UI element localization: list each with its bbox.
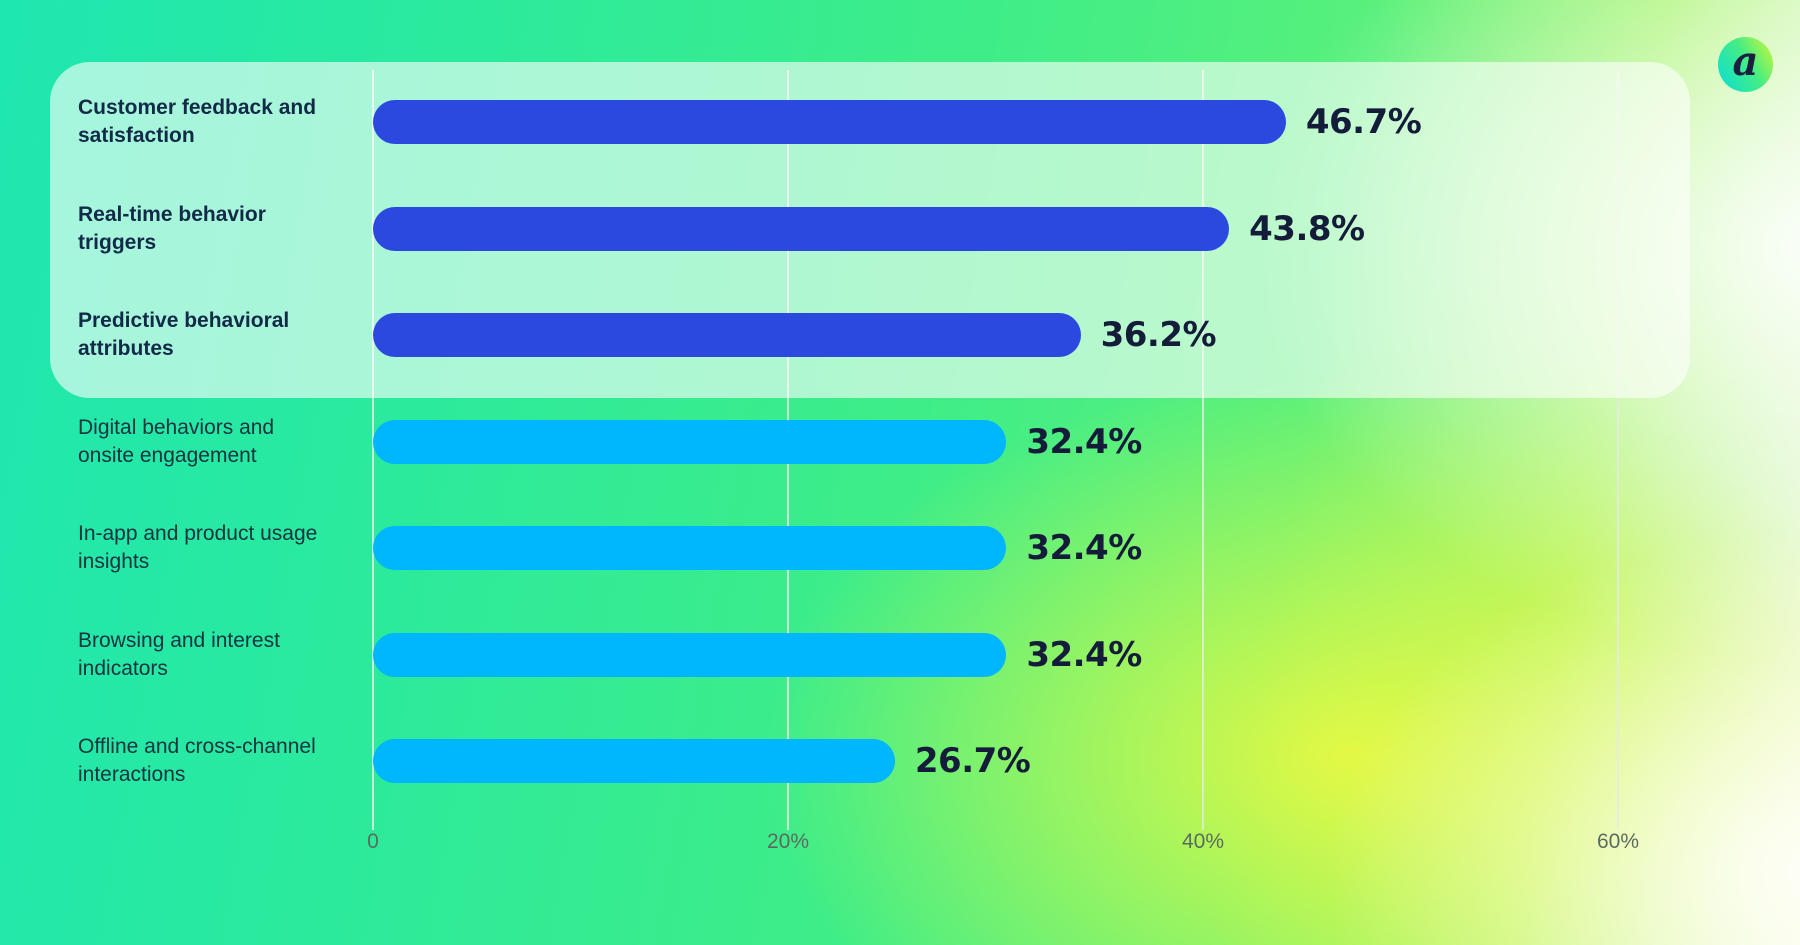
category-label: Customer feedback and satisfaction bbox=[78, 96, 317, 148]
bar bbox=[373, 739, 895, 784]
bar-track: 32.4% bbox=[373, 419, 1710, 464]
value-label: 32.4% bbox=[1026, 528, 1142, 569]
x-axis: 0 20% 40% 60% bbox=[367, 830, 1710, 860]
gridline bbox=[1617, 70, 1619, 830]
bar-row: Digital behaviors and onsite engagement … bbox=[78, 389, 1710, 496]
bar-track: 46.7% bbox=[373, 100, 1710, 145]
category-label: Real-time behavior triggers bbox=[78, 202, 266, 254]
axis-tick-label: 20% bbox=[766, 830, 810, 853]
value-label: 32.4% bbox=[1026, 421, 1142, 462]
bar bbox=[373, 100, 1286, 145]
bar bbox=[373, 419, 1007, 464]
bar-track: 43.8% bbox=[373, 206, 1710, 251]
axis-tick-label: 40% bbox=[1181, 830, 1225, 853]
category-label: Offline and cross-channel interactions bbox=[78, 735, 316, 787]
category-label: Browsing and interest indicators bbox=[78, 628, 280, 680]
gridline bbox=[372, 70, 374, 830]
axis-tick-label: 0 bbox=[367, 830, 379, 853]
value-label: 36.2% bbox=[1100, 315, 1217, 356]
bar-row: Predictive behavioral attributes 36.2% bbox=[78, 282, 1710, 389]
value-label: 43.8% bbox=[1249, 208, 1365, 249]
bar bbox=[373, 526, 1007, 571]
gridline bbox=[1202, 70, 1204, 830]
bar-track: 32.4% bbox=[373, 632, 1710, 677]
category-label: Digital behaviors and onsite engagement bbox=[78, 415, 275, 467]
bar bbox=[373, 206, 1230, 251]
bar-rows: Customer feedback and satisfaction 46.7%… bbox=[78, 69, 1710, 815]
bar-track: 36.2% bbox=[373, 313, 1710, 358]
bar-row: Browsing and interest indicators 32.4% bbox=[78, 602, 1710, 709]
bar-row: Customer feedback and satisfaction 46.7% bbox=[78, 69, 1710, 176]
bar-track: 32.4% bbox=[373, 526, 1710, 571]
bar-row: Real-time behavior triggers 43.8% bbox=[78, 176, 1710, 283]
axis-tick-label: 60% bbox=[1596, 830, 1640, 853]
value-label: 46.7% bbox=[1305, 102, 1422, 143]
bar bbox=[373, 632, 1007, 677]
value-label: 26.7% bbox=[914, 741, 1031, 782]
brand-logo: a bbox=[1718, 37, 1773, 92]
brand-letter: a bbox=[1732, 37, 1759, 85]
category-label: Predictive behavioral attributes bbox=[78, 309, 290, 361]
bar bbox=[373, 313, 1081, 358]
bar-track: 26.7% bbox=[373, 739, 1710, 784]
bar-row: Offline and cross-channel interactions 2… bbox=[78, 708, 1710, 815]
category-label: In-app and product usage insights bbox=[78, 522, 318, 574]
value-label: 32.4% bbox=[1026, 634, 1142, 675]
bar-row: In-app and product usage insights 32.4% bbox=[78, 495, 1710, 602]
